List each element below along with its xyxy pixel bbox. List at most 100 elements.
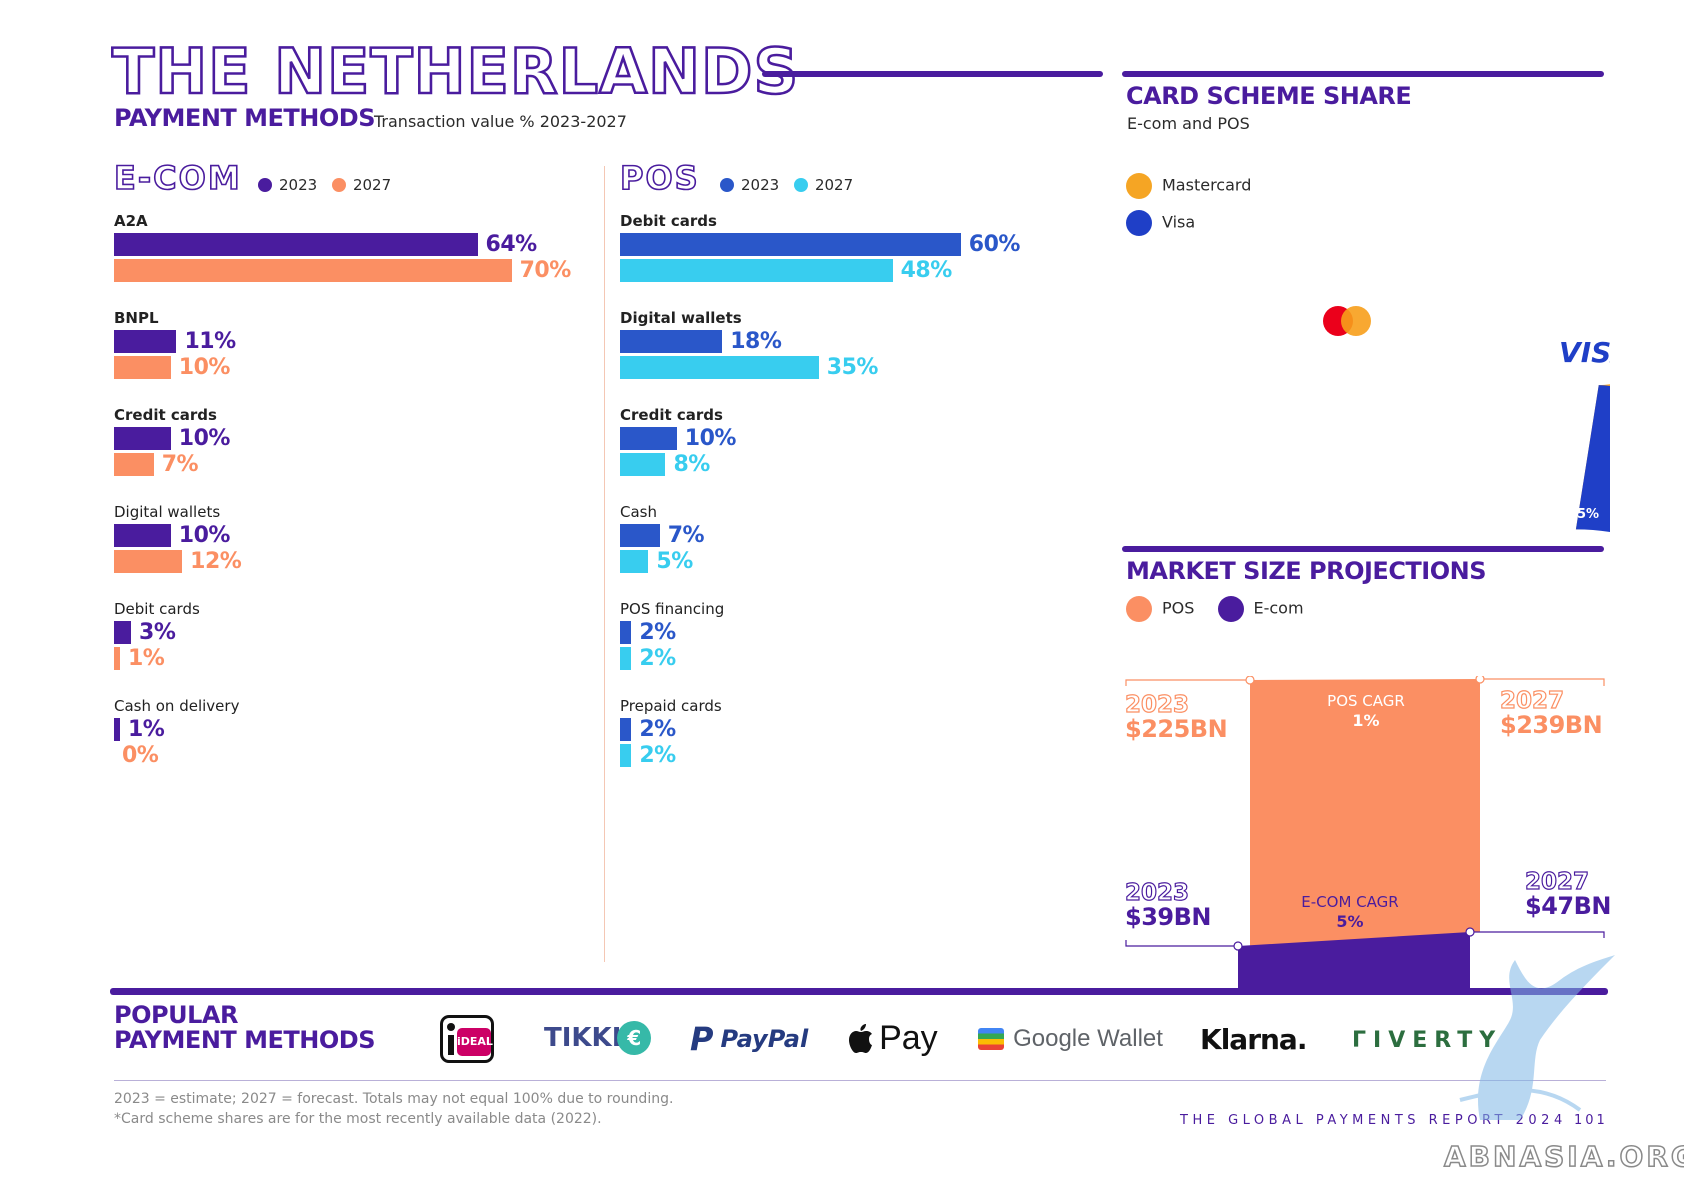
report-name: THE GLOBAL PAYMENTS REPORT 2024 — [1180, 1113, 1567, 1128]
market-size-legend: POS E-com — [1126, 596, 1304, 622]
pos-bar-series-2027 — [620, 550, 649, 573]
ecom-bar-series-2023 — [114, 718, 120, 741]
ecom-legend-label: E-com — [1253, 598, 1304, 618]
paypal-text: PayPal — [720, 1025, 809, 1053]
ecom-cagr-value: 5% — [1336, 912, 1364, 931]
popular-title-line2: PAYMENT METHODS — [114, 1026, 375, 1054]
apple-pay-logo-icon: Pay — [848, 1018, 938, 1058]
mastercard-legend-label: Mastercard — [1162, 175, 1252, 195]
pos-cagr-label: POS CAGR — [1327, 692, 1405, 710]
pos-start-marker — [1245, 676, 1255, 685]
ecom-bar-series-2027 — [114, 647, 120, 670]
footer-rule — [114, 1080, 1606, 1081]
card-scheme-subtitle: E-com and POS — [1127, 114, 1250, 133]
ecom-title: E-COM — [113, 158, 242, 198]
riverty-logo-icon: ΓIVERTY — [1352, 1024, 1502, 1058]
pos-legend-dot — [1126, 596, 1152, 622]
ecom-bar-series-2027 — [114, 356, 171, 379]
visa-logo-icon: VISA — [1559, 336, 1610, 369]
ecom-bracket-line — [1470, 931, 1605, 938]
legend-dot-2023 — [258, 178, 272, 192]
pos-bar-series-2027 — [620, 259, 893, 282]
riverty-text: ΓIVERTY — [1352, 1028, 1503, 1053]
legend-label-2027: 2027 — [814, 176, 854, 194]
pos-year-right: 2027 — [1499, 687, 1565, 714]
ecom-category-label: BNPL — [114, 309, 159, 327]
pos-category-label: Prepaid cards — [620, 697, 722, 715]
pos-category-label: Digital wallets — [620, 309, 742, 327]
ecom-area — [1238, 932, 1470, 988]
ecom-bar-series-2023 — [114, 427, 171, 450]
pos-value-label-series-2027: 5% — [656, 549, 693, 574]
applepay-text: Pay — [879, 1019, 938, 1057]
pos-bracket-line — [1480, 678, 1605, 686]
ecom-value-label-series-2023: 10% — [178, 523, 231, 548]
pos-bar-series-2027 — [620, 744, 632, 767]
pos-value-label-series-2027: 48% — [900, 258, 953, 283]
legend-label-2027: 2027 — [352, 176, 392, 194]
ecom-bar-series-2027 — [114, 550, 183, 573]
ecom-bar-series-2023 — [114, 524, 171, 547]
visa-legend: Visa — [1126, 210, 1195, 236]
ecom-value-right: $47BN — [1525, 892, 1611, 920]
ecom-value-label-series-2023: 10% — [178, 426, 231, 451]
pos-value-label-series-2023: 18% — [730, 329, 782, 354]
pos-bar-series-2027 — [620, 356, 819, 379]
mastercard-logo-icon — [1323, 306, 1373, 336]
pos-value-right: $239BN — [1500, 711, 1603, 739]
pos-category-label: Debit cards — [620, 212, 717, 230]
pos-cagr-value: 1% — [1352, 711, 1380, 730]
pos-end-marker — [1475, 676, 1485, 684]
ecom-value-label-series-2027: 1% — [128, 646, 165, 671]
pos-bar-series-2023 — [620, 718, 632, 741]
visa-dot — [1126, 210, 1152, 236]
market-size-chart — [1125, 676, 1605, 988]
apple-icon — [849, 1024, 872, 1053]
pos-value-label-series-2023: 2% — [639, 717, 676, 742]
ecom-start-marker — [1233, 941, 1243, 951]
ecom-bracket-line — [1125, 940, 1238, 947]
pos-title: POS — [619, 158, 700, 198]
mastercard-share-label: 95% — [1431, 308, 1481, 332]
page-number: 101 — [1574, 1113, 1608, 1128]
pos-category-label: Credit cards — [620, 406, 723, 424]
ecom-bar-series-2023 — [114, 621, 132, 644]
ecom-value-left: $39BN — [1125, 903, 1211, 931]
pos-year-left: 2023 — [1124, 691, 1190, 718]
pos-value-left: $225BN — [1125, 715, 1228, 743]
pos-value-label-series-2023: 10% — [684, 426, 737, 451]
ecom-year-right: 2027 — [1524, 868, 1590, 895]
tikkie-logo-icon: TIKKI € — [544, 1018, 652, 1058]
pos-legend: 2023 2027 — [720, 176, 853, 194]
ecom-bar-series-2023 — [114, 233, 478, 256]
pos-bar-series-2023 — [620, 233, 961, 256]
ecom-value-label-series-2027: 10% — [178, 355, 231, 380]
ecom-end-marker — [1465, 927, 1475, 937]
card-scheme-rule — [1122, 71, 1604, 77]
ecom-value-label-series-2027: 70% — [519, 258, 572, 283]
ecom-category-label: Cash on delivery — [114, 697, 240, 715]
pos-value-label-series-2027: 2% — [639, 646, 676, 671]
ecom-year-left: 2023 — [1124, 879, 1190, 906]
paypal-logo-icon: P PayPal — [690, 1020, 809, 1058]
pos-area — [1250, 679, 1480, 946]
pos-value-label-series-2027: 2% — [639, 743, 676, 768]
transaction-value-note: Transaction value % 2023-2027 — [374, 112, 627, 131]
ecom-cagr-label: E-COM CAGR — [1301, 893, 1399, 911]
pos-legend-label: POS — [1162, 598, 1195, 618]
pos-bar-series-2027 — [620, 453, 666, 476]
visa-legend-label: Visa — [1162, 212, 1196, 232]
pos-category-label: POS financing — [620, 600, 725, 618]
klarna-logo-icon: Klarna. — [1200, 1020, 1307, 1060]
tikkie-euro: € — [617, 1021, 652, 1055]
ecom-bar-series-2027 — [114, 453, 154, 476]
pos-value-label-series-2023: 2% — [639, 620, 676, 645]
ecom-category-label: A2A — [114, 212, 148, 230]
ecom-value-label-series-2027: 12% — [190, 549, 242, 574]
legend-dot-2023 — [720, 178, 734, 192]
ecom-value-label-series-2023: 64% — [485, 232, 538, 257]
footer-note-estimate: 2023 = estimate; 2027 = forecast. Totals… — [114, 1091, 674, 1107]
ecom-category-label: Digital wallets — [114, 503, 221, 521]
popular-title-line1: POPULAR — [114, 1001, 238, 1029]
ideal-logo-icon: iDEAL — [440, 1015, 494, 1063]
